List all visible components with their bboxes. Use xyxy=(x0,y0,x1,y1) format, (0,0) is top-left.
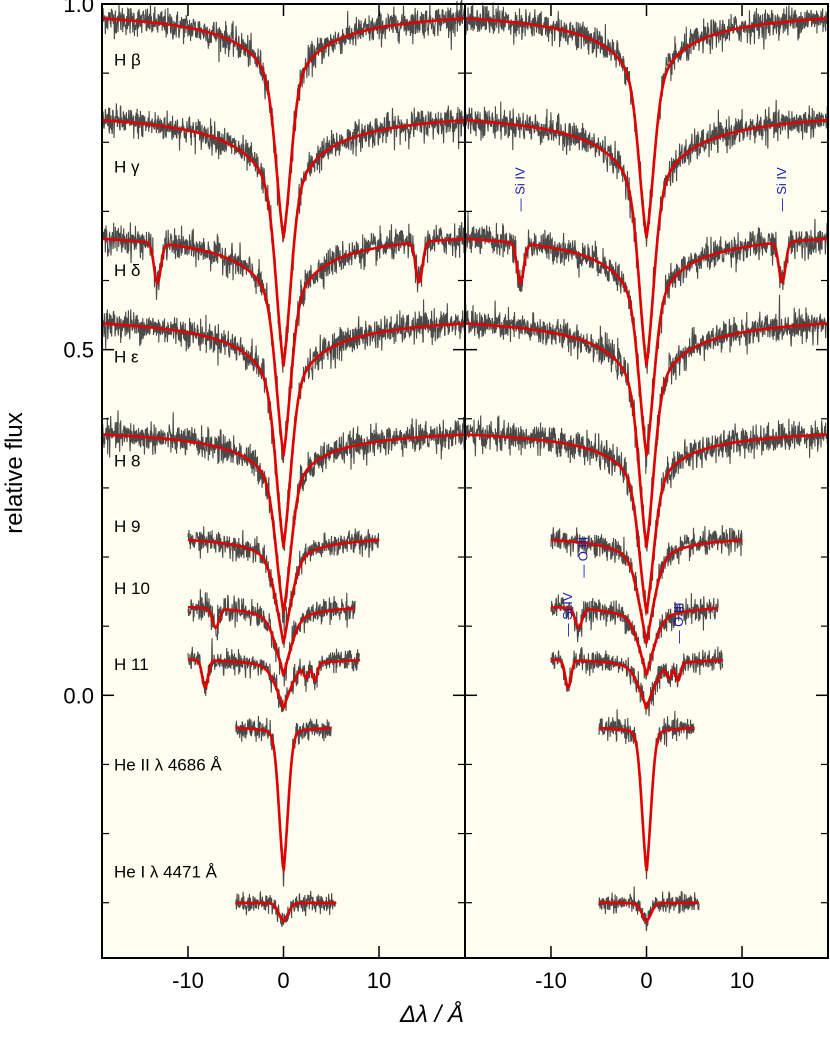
plot-background xyxy=(465,4,828,958)
model-spectrum-1-1 xyxy=(464,118,829,367)
observed-spectrum-0-0 xyxy=(101,0,466,243)
x-tick-label: 10 xyxy=(730,968,754,993)
panel-right: — Si IV — Si IV— O III— Si IV — O III-10 0 1… xyxy=(464,2,829,993)
model-spectrum-1-2 xyxy=(464,237,829,457)
model-spectrum-0-2 xyxy=(101,237,466,457)
model-spectrum-0-4 xyxy=(101,433,466,614)
y-tick-label: 0.0 xyxy=(63,683,94,708)
line-label: H 9 xyxy=(114,517,140,536)
line-label: H 11 xyxy=(114,655,149,674)
observed-spectrum-0-6 xyxy=(187,589,356,687)
observed-spectrum-0-7 xyxy=(187,638,361,713)
line-label: H 8 xyxy=(114,451,140,470)
model-spectrum-1-4 xyxy=(464,433,829,614)
line-label: He I λ 4471 Å xyxy=(114,863,218,882)
line-label: H β xyxy=(114,50,141,69)
observed-spectrum-1-1 xyxy=(464,99,829,374)
model-spectrum-1-7 xyxy=(550,658,724,710)
model-spectrum-0-7 xyxy=(187,658,361,710)
x-tick-label: -10 xyxy=(172,968,204,993)
model-spectrum-1-5 xyxy=(550,538,743,645)
model-spectrum-0-1 xyxy=(101,118,466,367)
line-label: H γ xyxy=(114,157,140,176)
model-spectrum-0-0 xyxy=(101,17,466,239)
line-label: H ε xyxy=(114,348,139,367)
observed-spectrum-0-8 xyxy=(235,715,332,887)
ion-label: — Si IV xyxy=(512,167,527,211)
line-label: H 10 xyxy=(114,579,150,598)
line-label: He II λ 4686 Å xyxy=(114,755,222,774)
x-tick-label: -10 xyxy=(535,968,567,993)
model-spectrum-1-9 xyxy=(598,901,700,923)
x-tick-label: 0 xyxy=(640,968,652,993)
observed-spectrum-0-2 xyxy=(101,221,466,464)
x-tick-label: 0 xyxy=(277,968,289,993)
y-tick-label: 1.0 xyxy=(63,0,94,17)
x-tick-label: 10 xyxy=(367,968,391,993)
ion-label: — Si IV xyxy=(560,592,575,636)
observed-spectrum-1-5 xyxy=(550,525,743,648)
ion-label: — O III xyxy=(671,602,686,643)
model-spectrum-1-0 xyxy=(464,17,829,239)
model-spectrum-1-8 xyxy=(598,726,696,872)
x-axis-label: Δλ / Å xyxy=(399,1000,464,1028)
y-tick-label: 0.5 xyxy=(63,338,94,363)
model-spectrum-0-9 xyxy=(235,901,337,923)
model-spectrum-0-3 xyxy=(101,322,466,548)
ion-label: — Si IV xyxy=(774,167,789,211)
y-axis-label: relative flux xyxy=(1,412,28,533)
panel-left: H β H γ H δ H ε H 8 H 9 H 10 H 11 He II λ 4686 Å… xyxy=(63,0,466,993)
model-spectrum-0-6 xyxy=(187,605,356,677)
model-spectrum-0-8 xyxy=(235,726,333,872)
line-label: H δ xyxy=(114,261,140,280)
model-spectrum-1-6 xyxy=(550,605,719,677)
model-spectrum-1-3 xyxy=(464,322,829,548)
plot-background xyxy=(102,4,465,958)
model-spectrum-0-5 xyxy=(187,538,380,645)
observed-spectrum-1-9 xyxy=(598,886,700,932)
ion-label: — O III xyxy=(576,537,591,578)
